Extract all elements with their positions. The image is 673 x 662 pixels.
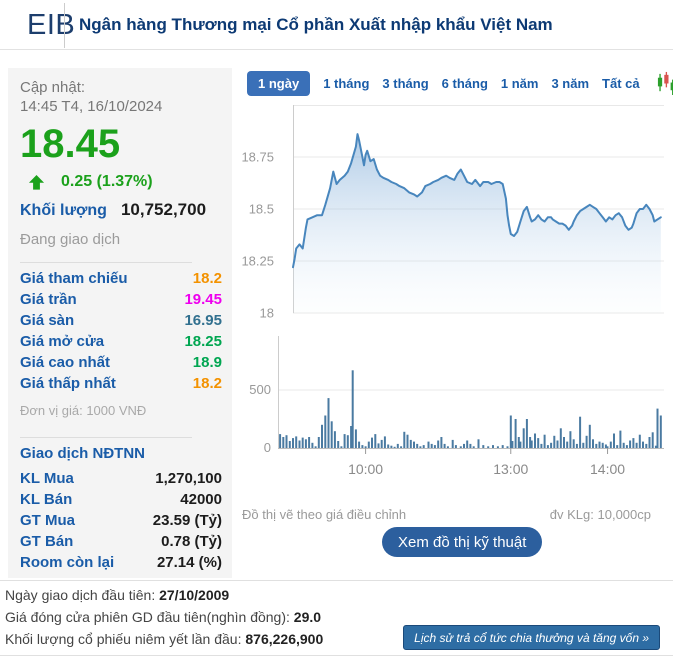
row-value: 29.0 [293, 609, 322, 625]
ticker-symbol: EIB [27, 9, 76, 41]
row-label: Giá tham chiếu [20, 270, 128, 287]
header: EIB Ngân hàng Thương mại Cổ phần Xuất nh… [0, 0, 673, 50]
listing-info-row: Khối lượng cổ phiếu niêm yết lần đầu: 87… [5, 628, 323, 650]
svg-text:10:00: 10:00 [348, 461, 383, 477]
row-value: 18.2 [192, 270, 222, 287]
updated-label: Cập nhật: [20, 79, 86, 96]
price-change-row: 0.25 (1.37%) [20, 172, 222, 192]
tab-1-month[interactable]: 1 tháng [323, 75, 370, 91]
volume-row: Khối lượng 10,752,700 [20, 200, 222, 222]
header-divider [64, 3, 65, 48]
price-volume-chart[interactable]: 18 18.25 18.5 18.75 500 0 10:00 13:00 14:00 [240, 105, 673, 485]
table-row: Giá tham chiếu 18.2 [20, 268, 222, 289]
table-row: KL Mua 1,270,100 [20, 468, 222, 489]
row-label: Giá thấp nhất [20, 375, 116, 392]
row-value: 42000 [180, 491, 222, 508]
row-value: 18.2 [192, 375, 222, 392]
row-value: 27/10/2009 [159, 587, 230, 603]
sidebar-divider [20, 437, 192, 438]
period-tabs: 1 ngày 1 tháng 3 tháng 6 tháng 1 năm 3 n… [247, 70, 673, 96]
svg-text:18.25: 18.25 [241, 254, 274, 269]
svg-text:13:00: 13:00 [493, 461, 528, 477]
last-price: 18.45 [20, 122, 121, 166]
svg-text:500: 500 [249, 382, 271, 397]
chart-note-volume-unit: đv KLg: 10,000cp [549, 507, 651, 522]
price-info-table: Giá tham chiếu 18.2 Giá trần 19.45 Giá s… [20, 268, 222, 394]
table-row: KL Bán 42000 [20, 489, 222, 510]
svg-text:14:00: 14:00 [590, 461, 625, 477]
row-value: 19.45 [184, 291, 222, 308]
row-value: 876,226,900 [245, 631, 324, 647]
table-row: Giá sàn 16.95 [20, 310, 222, 331]
volume-value: 10,752,700 [120, 200, 207, 219]
row-value: 27.14 (%) [156, 554, 222, 571]
svg-text:0: 0 [264, 440, 271, 455]
row-label: Ngày giao dịch đầu tiên: [5, 587, 160, 603]
listing-info-row: Giá đóng cửa phiên GD đầu tiên(nghìn đồn… [5, 606, 323, 628]
tab-1-day[interactable]: 1 ngày [247, 70, 311, 96]
svg-text:18.5: 18.5 [249, 202, 274, 217]
row-label: Khối lượng cổ phiếu niêm yết lần đầu: [5, 631, 246, 647]
row-label: Giá sàn [20, 312, 75, 329]
foreign-trade-header: Giao dịch NĐTNN [20, 445, 146, 462]
table-row: Giá cao nhất 18.9 [20, 352, 222, 373]
row-value: 18.25 [184, 333, 222, 350]
listing-info-row: Ngày giao dịch đầu tiên: 27/10/2009 [5, 584, 323, 606]
company-name: Ngân hàng Thương mại Cổ phần Xuất nhập k… [79, 15, 553, 34]
row-label: KL Mua [20, 470, 74, 487]
row-value: 23.59 (Tỷ) [152, 512, 222, 529]
divider [0, 580, 673, 581]
table-row: Giá trần 19.45 [20, 289, 222, 310]
session-status: Đang giao dịch [20, 231, 121, 248]
chart-note-adjusted: Đồ thị vẽ theo giá điều chỉnh [242, 507, 407, 522]
tab-3-months[interactable]: 3 tháng [382, 75, 429, 91]
technical-chart-button[interactable]: Xem đồ thị kỹ thuật [382, 527, 543, 557]
row-label: GT Mua [20, 512, 75, 529]
listing-info: Ngày giao dịch đầu tiên: 27/10/2009 Giá … [5, 584, 323, 650]
row-label: GT Bán [20, 533, 74, 550]
row-label: Giá mở cửa [20, 333, 105, 350]
candlestick-chart-icon[interactable] [656, 71, 673, 96]
tab-1-year[interactable]: 1 năm [500, 75, 539, 91]
table-row: Giá mở cửa 18.25 [20, 331, 222, 352]
divider [0, 655, 673, 656]
foreign-trade-table: KL Mua 1,270,100 KL Bán 42000 GT Mua 23.… [20, 468, 222, 573]
price-unit-note: Đơn vị giá: 1000 VNĐ [20, 403, 147, 418]
tab-all[interactable]: Tất cả [602, 75, 640, 91]
updated-time: 14:45 T4, 16/10/2024 [20, 98, 163, 115]
svg-text:18: 18 [260, 306, 274, 321]
row-value: 16.95 [184, 312, 222, 329]
row-label: Room còn lại [20, 554, 115, 571]
tab-3-years[interactable]: 3 năm [551, 75, 590, 91]
dividend-history-button[interactable]: Lịch sử trả cổ tức chia thưởng và tăng v… [403, 625, 660, 650]
row-label: Giá trần [20, 291, 77, 308]
volume-label: Khối lượng [20, 202, 107, 219]
quote-sidebar: Cập nhật: 14:45 T4, 16/10/2024 18.45 0.2… [8, 68, 232, 578]
table-row: GT Bán 0.78 (Tỷ) [20, 531, 222, 552]
row-label: Giá đóng cửa phiên GD đầu tiên(nghìn đồn… [5, 609, 294, 625]
table-row: GT Mua 23.59 (Tỷ) [20, 510, 222, 531]
table-row: Giá thấp nhất 18.2 [20, 373, 222, 394]
table-row: Room còn lại 27.14 (%) [20, 552, 222, 573]
row-value: 0.78 (Tỷ) [161, 533, 222, 550]
sidebar-divider [20, 262, 192, 263]
row-label: Giá cao nhất [20, 354, 111, 371]
row-label: KL Bán [20, 491, 73, 508]
up-arrow-icon [28, 174, 45, 190]
row-value: 18.9 [192, 354, 222, 371]
tab-6-months[interactable]: 6 tháng [441, 75, 488, 91]
row-value: 1,270,100 [155, 470, 222, 487]
price-change: 0.25 (1.37%) [61, 173, 153, 190]
svg-text:18.75: 18.75 [241, 150, 274, 165]
